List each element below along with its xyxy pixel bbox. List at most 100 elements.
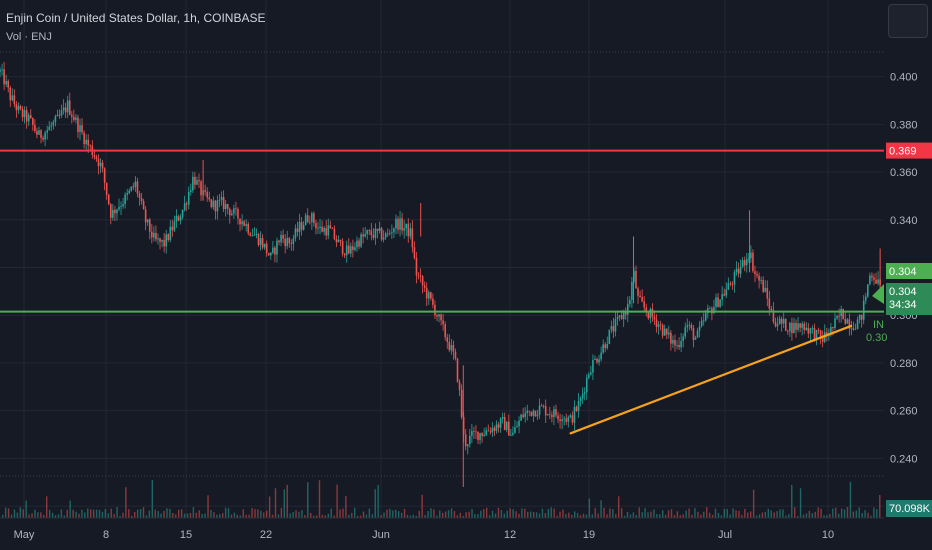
candle-body <box>218 199 221 201</box>
candle-body <box>653 316 656 320</box>
volume-bar <box>436 515 438 518</box>
candle-body <box>200 181 202 196</box>
volume-bar <box>664 514 667 518</box>
candle-body <box>813 327 816 340</box>
candle-body <box>196 180 198 185</box>
candle-body <box>608 329 611 344</box>
volume-bar <box>139 509 142 518</box>
volume-bar <box>515 511 517 518</box>
x-tick-label: 10 <box>822 529 834 541</box>
candle-body <box>631 281 633 300</box>
candle-body <box>690 324 693 329</box>
volume-bar <box>659 514 661 518</box>
candle-body <box>588 374 590 378</box>
candle-body <box>809 328 812 334</box>
volume-bar <box>424 515 426 518</box>
horizontal-levels[interactable] <box>0 149 884 313</box>
candle-body <box>530 411 533 416</box>
candle-body <box>323 228 325 232</box>
y-tick-label: 0.380 <box>890 119 918 131</box>
candle-body <box>776 324 779 327</box>
candle-body <box>274 247 276 255</box>
candle-body <box>358 240 360 247</box>
volume-bar <box>327 513 329 518</box>
volume-bar <box>653 509 655 518</box>
time-axis[interactable]: May 8 15 22 Jun 12 19 Jul 10 <box>0 517 884 541</box>
candle-body <box>21 109 24 118</box>
candle-body <box>561 419 563 422</box>
volume-bar <box>383 512 385 518</box>
candle-body <box>762 280 764 292</box>
volume-bar <box>230 514 233 518</box>
candle-body <box>860 314 863 320</box>
volume-bar <box>289 513 291 518</box>
volume-bar <box>670 509 673 518</box>
candle-body <box>421 276 424 286</box>
candle-body <box>862 300 865 320</box>
volume-bar <box>98 509 101 518</box>
candle-body <box>243 221 245 226</box>
candle-body <box>54 116 57 123</box>
candle-body <box>0 69 1 72</box>
volume-bar <box>641 512 643 518</box>
volume-bar <box>183 513 186 518</box>
candle-body <box>362 234 364 237</box>
candle-body <box>364 234 366 237</box>
candle-body <box>789 322 791 332</box>
candle-body <box>518 420 520 427</box>
volume-bar <box>738 510 740 518</box>
volume-legend-label[interactable]: Vol · ENJ <box>6 31 52 43</box>
candle-body <box>815 329 818 340</box>
candle-body <box>817 329 820 331</box>
volume-bar <box>90 509 92 518</box>
candle-body <box>444 324 446 338</box>
symbol-legend-title[interactable]: Enjin Coin / United States Dollar, 1h, C… <box>6 11 266 25</box>
trendline-layer[interactable] <box>569 324 853 435</box>
volume-bar <box>521 508 523 518</box>
volume-bar <box>858 507 860 518</box>
candle-body <box>725 289 728 296</box>
volume-bar <box>175 514 177 518</box>
volume-bar <box>785 515 787 518</box>
volume-bar <box>486 507 488 518</box>
volume-bar <box>354 507 356 518</box>
volume-bar <box>518 513 520 518</box>
candle-body <box>532 410 535 416</box>
volume-bar <box>398 511 400 518</box>
candles <box>0 62 881 487</box>
candle-body <box>748 258 750 259</box>
volume-bar <box>870 515 872 518</box>
candle-body <box>99 162 102 167</box>
candle-body <box>551 414 553 418</box>
candle-body <box>302 224 305 230</box>
candle-body <box>255 233 258 235</box>
candle-body <box>741 260 744 267</box>
volume-bar <box>268 496 271 518</box>
volume-bar <box>694 508 696 518</box>
candle-body <box>678 345 680 348</box>
candle-body <box>401 218 403 231</box>
volume-bar <box>2 514 4 518</box>
volume-bar <box>22 509 24 518</box>
volume-bar <box>415 515 417 518</box>
volume-bar <box>31 513 33 518</box>
candle-body <box>155 232 157 240</box>
volume-bar <box>78 513 80 518</box>
y-tick-label: 0.400 <box>890 72 918 84</box>
candle-body <box>466 444 469 447</box>
volume-bar <box>336 484 338 518</box>
candle-body <box>48 126 51 131</box>
candle-body <box>97 158 100 167</box>
chart-settings-button[interactable] <box>888 4 928 38</box>
candle-body <box>345 245 348 256</box>
candle-body <box>581 393 584 399</box>
candle-body <box>483 434 485 437</box>
volume-bar <box>840 508 843 518</box>
candle-body <box>850 328 853 330</box>
volume-bar <box>714 508 717 518</box>
volume-bar <box>782 509 784 518</box>
candle-body <box>237 209 239 219</box>
volume-bar <box>497 507 500 518</box>
